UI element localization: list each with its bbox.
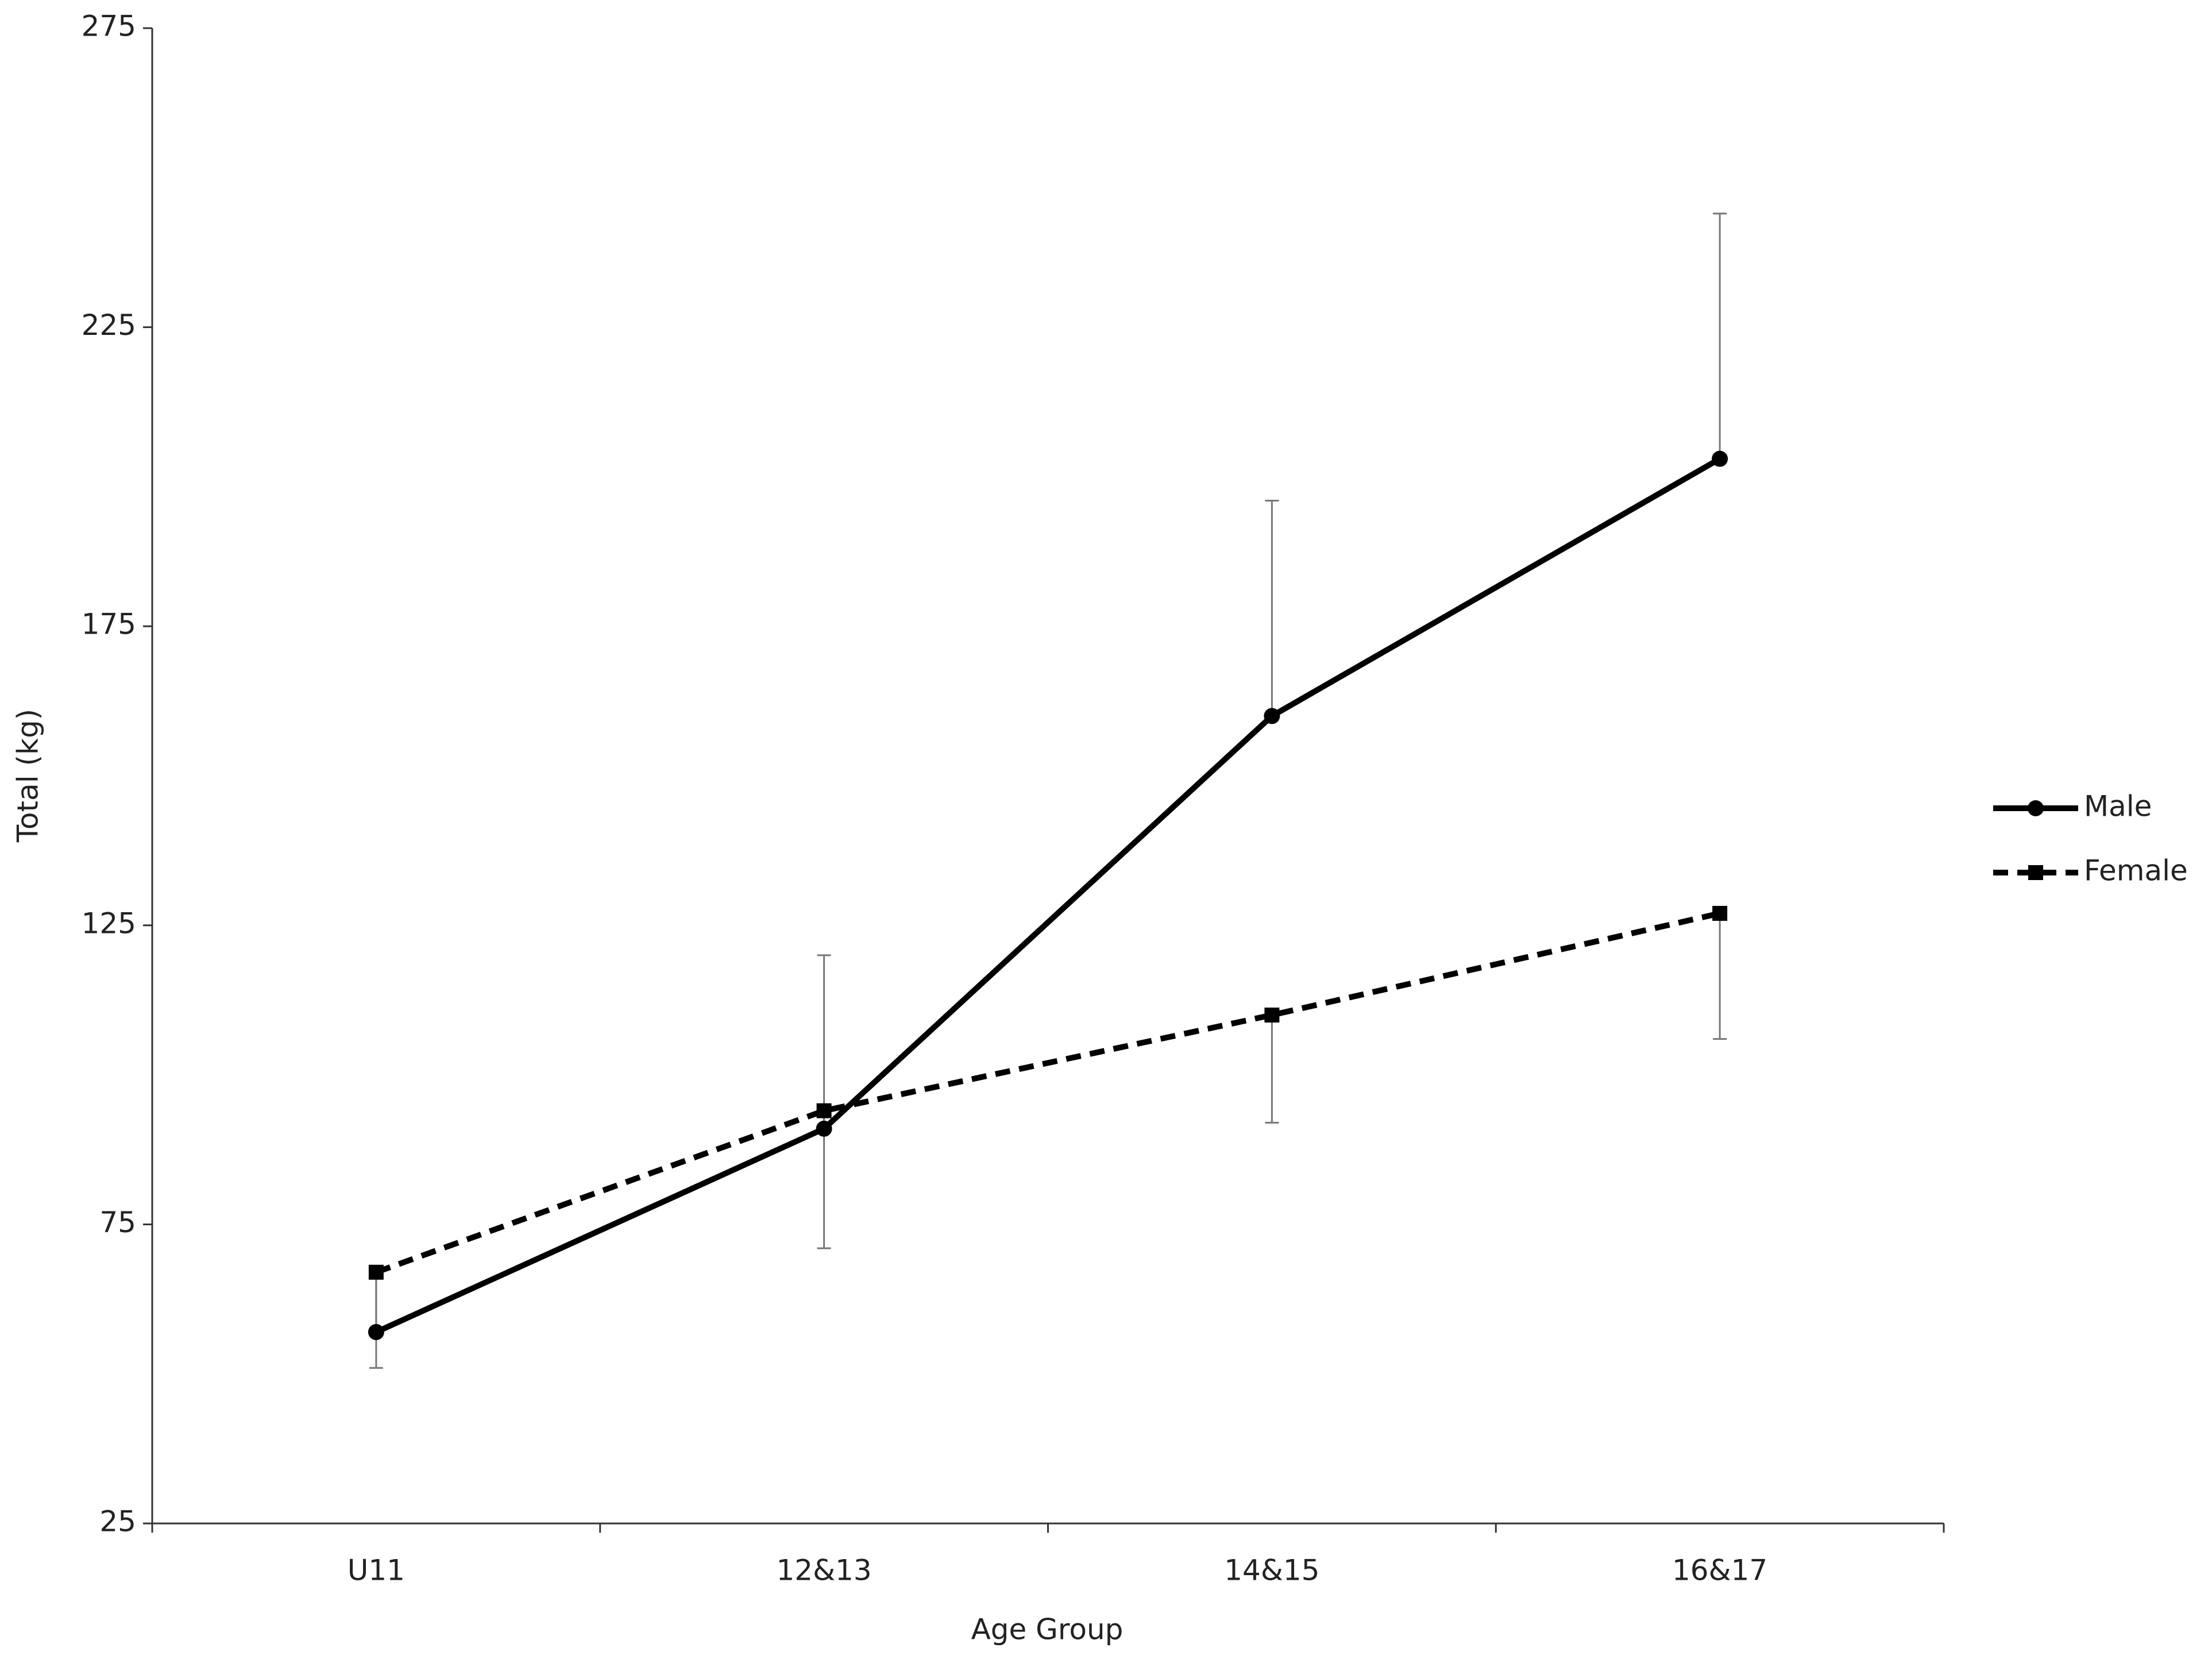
y-tick-label: 75 <box>99 1206 136 1239</box>
series-line <box>375 911 1721 1275</box>
point <box>1264 1007 1280 1023</box>
x-axis-label: Age Group <box>971 1613 1124 1646</box>
x-tick-label: 14&15 <box>1224 1554 1319 1587</box>
error-bar <box>1713 913 1727 1040</box>
point <box>1264 708 1280 724</box>
error-bar <box>1713 213 1727 459</box>
y-tick-label: 175 <box>82 608 136 641</box>
error-bar <box>1265 1014 1279 1124</box>
point <box>368 1264 384 1280</box>
y-axis-label: Total (kg) <box>11 709 45 843</box>
legend-label: Male <box>2084 790 2152 823</box>
series-line <box>375 456 1721 1335</box>
error-bar <box>817 954 831 1129</box>
legend-marker <box>2028 800 2044 816</box>
point <box>816 1120 832 1137</box>
y-tick-label: 225 <box>82 308 136 342</box>
x-tick-label: 12&13 <box>777 1554 872 1587</box>
point <box>1712 905 1728 921</box>
point <box>1712 450 1728 467</box>
legend-marker <box>2028 865 2043 880</box>
error-bar <box>1265 500 1279 716</box>
y-tick-label: 25 <box>99 1505 136 1538</box>
y-tick-label: 275 <box>82 10 136 43</box>
x-tick-label: 16&17 <box>1672 1554 1767 1587</box>
point <box>368 1324 384 1340</box>
error-bar <box>369 1272 383 1369</box>
point <box>816 1103 832 1118</box>
y-tick-label: 125 <box>82 906 136 940</box>
x-tick-label: U11 <box>348 1554 405 1587</box>
legend-label: Female <box>2084 854 2188 888</box>
